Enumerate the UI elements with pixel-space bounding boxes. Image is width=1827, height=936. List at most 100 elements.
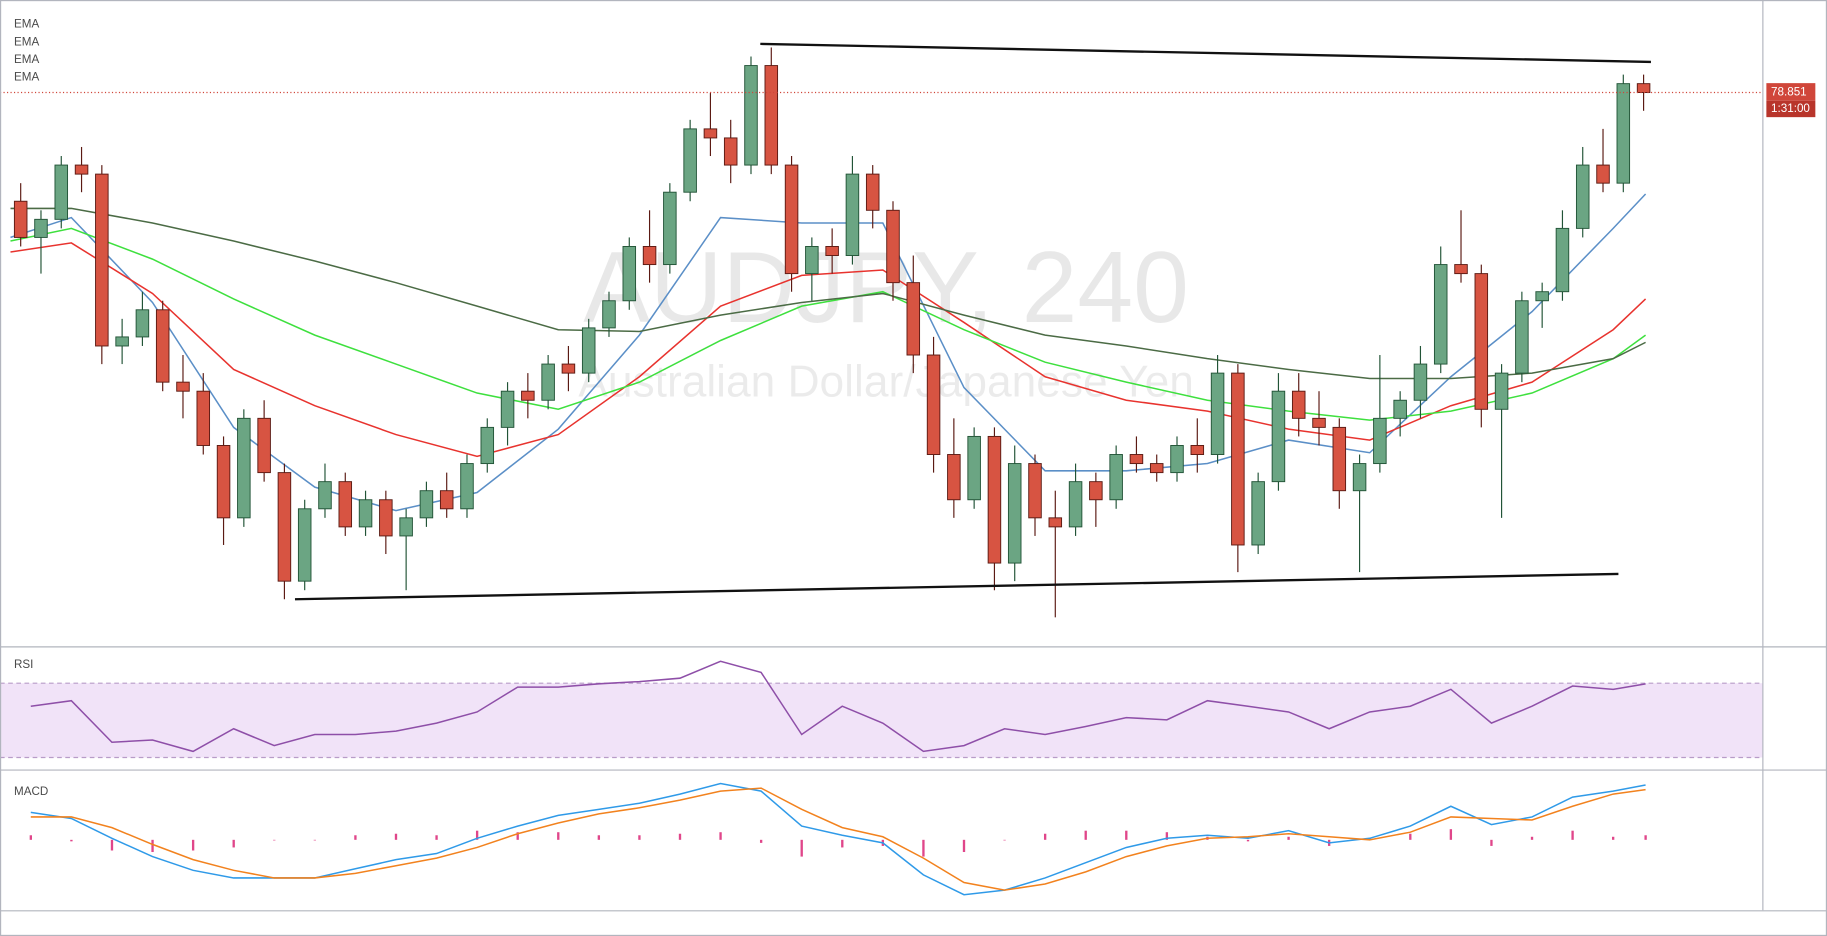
candle-body <box>196 390 211 446</box>
candle-body <box>1129 454 1144 465</box>
candle-body <box>115 336 129 347</box>
candle-body <box>1555 227 1570 293</box>
candle-body <box>176 381 190 392</box>
histogram-bar <box>800 839 803 857</box>
candle-body <box>399 517 413 537</box>
candle-body <box>1373 417 1387 465</box>
last-price-label: 78.851 <box>1771 86 1807 99</box>
candle-body <box>1575 164 1590 229</box>
candle-body <box>358 499 373 528</box>
candle-body <box>784 164 799 275</box>
candle-body <box>703 128 718 139</box>
candle-body <box>642 246 657 266</box>
candle-body <box>845 173 860 256</box>
candle-body <box>1433 264 1448 365</box>
candle-body <box>1149 463 1164 474</box>
candle-body <box>338 481 353 528</box>
candle-body <box>257 417 271 474</box>
histogram-bar <box>1611 836 1615 840</box>
candle-body <box>1312 417 1326 428</box>
candle-body <box>1210 372 1225 455</box>
candle-body <box>622 246 637 302</box>
candle-body <box>439 490 454 510</box>
histogram-bar <box>1125 830 1128 840</box>
histogram-bar <box>1571 830 1574 840</box>
marks-layer <box>0 42 1763 896</box>
grid-layer <box>0 682 1763 759</box>
candle-body <box>683 128 697 193</box>
candle-body <box>216 445 231 519</box>
candle-body <box>1251 481 1265 546</box>
histogram-bar <box>1003 839 1006 841</box>
candle-body <box>967 435 981 501</box>
candle-body <box>379 499 393 537</box>
candle-body <box>1596 164 1610 184</box>
candle-body <box>1068 481 1083 528</box>
histogram-bar <box>70 839 73 842</box>
candle-body <box>581 327 596 374</box>
candle-body <box>237 417 251 519</box>
ema-line <box>10 242 1647 458</box>
candle-body <box>805 246 819 275</box>
histogram-bar <box>597 835 601 840</box>
countdown-box <box>1766 100 1816 118</box>
candle-body <box>1048 517 1063 528</box>
histogram-bar <box>475 830 479 840</box>
histogram-bar <box>516 832 519 840</box>
candle-body <box>318 481 332 510</box>
countdown-label: 1:31:00 <box>1771 102 1810 115</box>
candle-body <box>1028 463 1042 519</box>
watermark-description: Australian Dollar/Japanese Yen <box>578 357 1194 406</box>
candle-body <box>277 472 292 582</box>
histogram-bar <box>273 839 276 841</box>
candle-body <box>1352 463 1367 492</box>
panel-title: RSI <box>14 658 33 671</box>
candle-body <box>521 390 535 401</box>
candle-body <box>1616 83 1631 184</box>
candle-body <box>1109 454 1123 501</box>
histogram-bar <box>232 839 235 848</box>
watermark-symbol: AUDJPY, 240 <box>583 232 1189 344</box>
candle-body <box>74 164 89 175</box>
histogram-bar <box>1530 836 1534 840</box>
histogram-bar <box>922 839 925 857</box>
candle-body <box>987 435 1002 564</box>
candle-body <box>1332 426 1347 492</box>
candle-body <box>886 209 900 284</box>
trend-line <box>294 572 1619 601</box>
indicator-line <box>30 787 1646 891</box>
candle-body <box>1007 463 1022 564</box>
candle-body <box>155 309 170 383</box>
candle-body <box>663 191 677 266</box>
candle-body <box>95 173 109 347</box>
trend-line <box>760 42 1651 64</box>
last-price-box <box>1766 83 1816 101</box>
candle-body <box>744 65 758 166</box>
candle-body <box>1170 445 1184 474</box>
histogram-bar <box>1043 833 1047 840</box>
indicator-line <box>30 660 1646 753</box>
histogram-bar <box>759 839 763 843</box>
histogram-bar <box>151 839 154 853</box>
candle-body <box>1494 372 1509 410</box>
candle-body <box>906 282 921 356</box>
candle-body <box>723 137 738 166</box>
histogram-bar <box>962 839 966 853</box>
labels-layer: RSI MACD EMA EMA EMA EMA 78.851 1:31:00 <box>14 18 1816 798</box>
candle-body <box>947 454 961 501</box>
histogram-bar <box>1084 830 1087 840</box>
histogram-bar <box>191 839 195 851</box>
candle-body <box>1535 291 1549 302</box>
histogram-bar <box>719 832 722 840</box>
candle-body <box>602 300 616 329</box>
histogram-bar <box>394 833 398 840</box>
candle-body <box>1231 372 1245 546</box>
candle-body <box>561 363 576 374</box>
histogram-bar <box>1165 832 1169 840</box>
candle-body <box>1291 390 1306 419</box>
histogram-bar <box>1449 829 1453 840</box>
